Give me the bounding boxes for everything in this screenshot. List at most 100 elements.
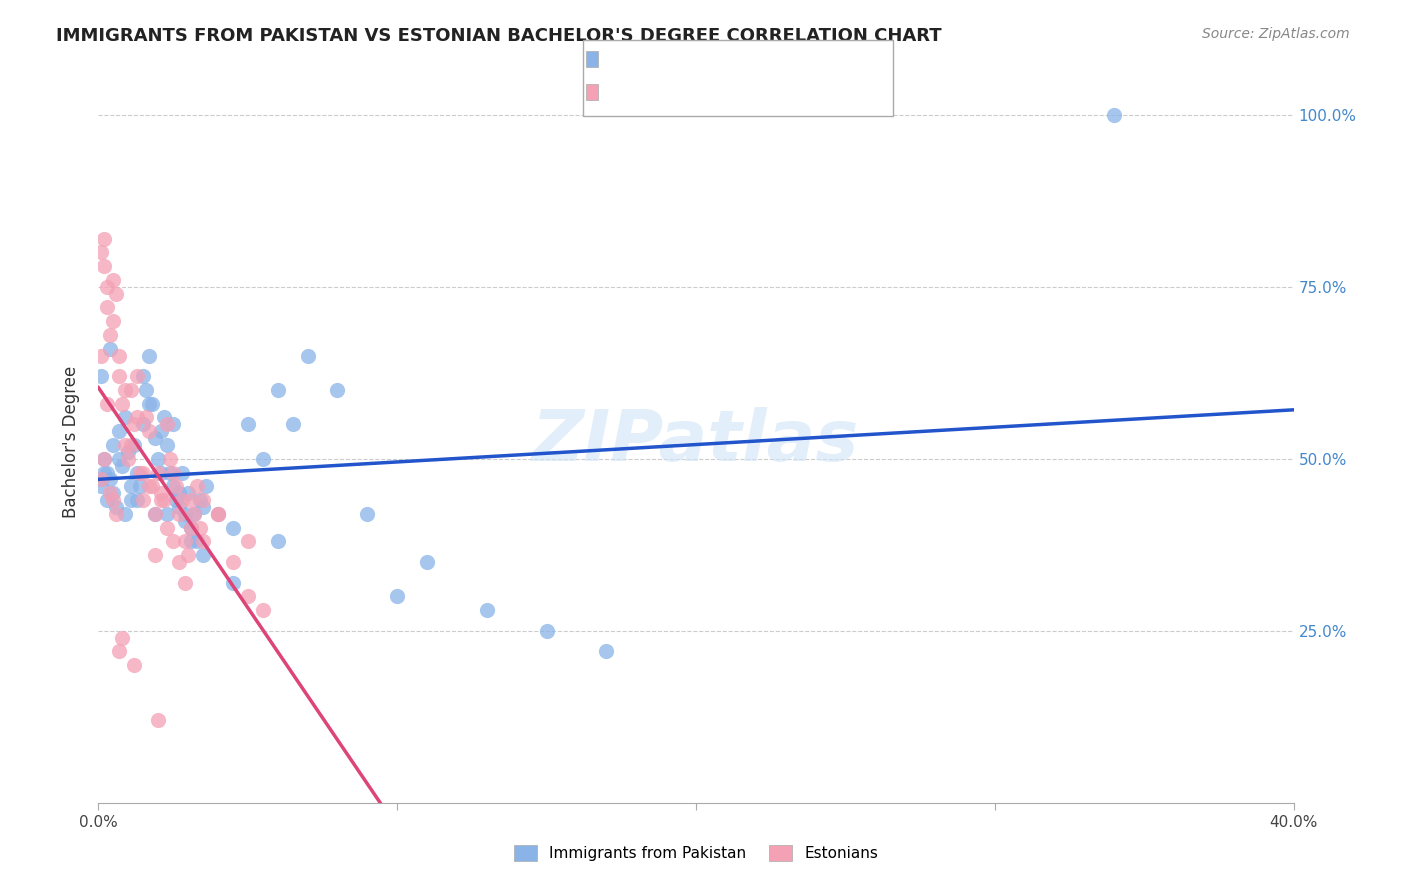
Point — [191, 534, 214, 549]
Point — [96, 301, 118, 315]
Point — [174, 534, 197, 549]
Point — [195, 479, 218, 493]
Point — [153, 493, 176, 508]
Point — [108, 349, 131, 363]
Point — [93, 259, 115, 273]
Point — [90, 245, 112, 260]
Point — [165, 479, 187, 493]
Point — [186, 534, 208, 549]
Point — [96, 279, 118, 293]
Point — [180, 520, 202, 534]
Point — [252, 451, 274, 466]
Point — [356, 507, 378, 521]
Point — [138, 424, 160, 438]
Point — [150, 486, 173, 500]
Point — [132, 493, 155, 508]
Point — [167, 507, 190, 521]
Point — [98, 472, 122, 486]
Point — [172, 493, 194, 508]
Point — [141, 479, 163, 493]
Point — [93, 231, 115, 245]
Point — [96, 466, 118, 480]
Point — [148, 466, 170, 480]
Point — [103, 273, 125, 287]
Point — [127, 466, 149, 480]
Point — [188, 520, 211, 534]
Point — [180, 520, 202, 534]
Point — [138, 479, 160, 493]
Point — [120, 493, 142, 508]
Point — [191, 493, 214, 508]
Point — [174, 514, 197, 528]
Point — [156, 417, 179, 432]
Point — [105, 286, 128, 301]
Point — [148, 713, 170, 727]
Point — [595, 644, 617, 658]
Point — [143, 548, 166, 562]
Point — [156, 507, 179, 521]
Point — [127, 493, 149, 508]
Point — [96, 397, 118, 411]
Point — [90, 349, 112, 363]
Point — [416, 555, 439, 569]
Point — [90, 472, 112, 486]
Point — [156, 520, 179, 534]
Point — [96, 493, 118, 508]
Point — [183, 507, 205, 521]
Point — [191, 548, 214, 562]
Point — [162, 417, 184, 432]
Point — [103, 493, 125, 508]
Point — [114, 507, 136, 521]
Point — [150, 466, 173, 480]
Point — [180, 493, 202, 508]
Point — [177, 548, 200, 562]
Point — [135, 383, 157, 397]
Point — [156, 438, 179, 452]
Point — [207, 507, 229, 521]
Point — [93, 466, 115, 480]
Point — [135, 410, 157, 425]
Point — [536, 624, 558, 638]
Point — [281, 417, 304, 432]
Text: ZIPatlas: ZIPatlas — [533, 407, 859, 476]
Point — [120, 479, 142, 493]
Point — [162, 466, 184, 480]
Point — [108, 369, 131, 384]
Point — [132, 466, 155, 480]
Point — [127, 369, 149, 384]
Point — [103, 438, 125, 452]
Point — [236, 590, 259, 604]
Point — [138, 349, 160, 363]
Point — [143, 507, 166, 521]
Point — [90, 369, 112, 384]
Point — [172, 466, 194, 480]
Point — [167, 486, 190, 500]
Point — [141, 397, 163, 411]
Point — [191, 500, 214, 514]
Point — [207, 507, 229, 521]
Point — [111, 458, 134, 473]
Point — [297, 349, 319, 363]
Point — [143, 507, 166, 521]
Point — [90, 479, 112, 493]
Point — [222, 520, 245, 534]
Legend: Immigrants from Pakistan, Estonians: Immigrants from Pakistan, Estonians — [508, 839, 884, 867]
Point — [159, 466, 181, 480]
Point — [385, 590, 409, 604]
Point — [117, 451, 139, 466]
Point — [129, 479, 152, 493]
Text: R =: R = — [600, 88, 631, 106]
Point — [98, 342, 122, 356]
Point — [105, 507, 128, 521]
Point — [222, 555, 245, 569]
Point — [180, 534, 202, 549]
Point — [124, 658, 146, 673]
Point — [108, 644, 131, 658]
Point — [129, 466, 152, 480]
Point — [120, 383, 142, 397]
Point — [108, 451, 131, 466]
Point — [159, 451, 181, 466]
Point — [111, 631, 134, 645]
Point — [326, 383, 349, 397]
Point — [174, 507, 197, 521]
